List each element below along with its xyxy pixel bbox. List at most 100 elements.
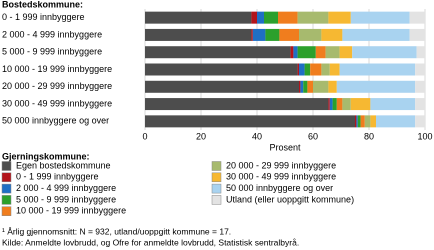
- legend-label: 30 000 - 49 999 innbyggere: [226, 172, 336, 182]
- bar-segment: [328, 98, 330, 111]
- bar-segment: [321, 63, 330, 76]
- legend-swatch: [211, 195, 222, 205]
- bar-segment: [342, 28, 410, 41]
- y-tick-label: 10 000 - 19 999 innbyggere: [2, 64, 112, 74]
- bar-segment: [350, 98, 371, 111]
- legend-label: 0 - 1 999 innbyggere: [16, 172, 99, 182]
- bar-segment: [265, 28, 280, 41]
- bar-segment: [145, 28, 252, 41]
- y-tick-label: 50 000 innbyggere og over: [2, 116, 109, 126]
- bar-segment: [299, 63, 305, 76]
- legend-swatch: [1, 195, 12, 205]
- bar-segment: [304, 63, 311, 76]
- bar-segment: [290, 46, 294, 59]
- legend-swatch: [1, 206, 12, 216]
- bar-segment: [352, 46, 417, 59]
- bar-segment: [145, 115, 355, 128]
- bar-segment: [251, 28, 253, 41]
- bar-segment: [357, 115, 361, 128]
- bar-segment: [409, 11, 425, 24]
- x-axis-label: Prosent: [269, 142, 301, 152]
- axis-title: Bostedskommune:: [2, 0, 83, 9]
- bar-segment: [342, 98, 351, 111]
- bar-segment: [415, 115, 425, 128]
- x-tick-label: 100: [417, 131, 432, 141]
- bar-segment: [356, 115, 358, 128]
- bar-segment: [145, 63, 298, 76]
- bar-segment: [325, 46, 340, 59]
- footnote: Kilde: Anmeldte lovbrudd, og Ofre for an…: [2, 237, 299, 247]
- bar-segment: [315, 46, 326, 59]
- footnote: ¹ Årlig gjennomsnitt: N = 932, utland/uo…: [2, 226, 231, 236]
- legend-swatch: [211, 161, 222, 171]
- x-tick-label: 0: [142, 131, 147, 141]
- bar-segment: [279, 28, 299, 41]
- legend-swatch: [1, 161, 12, 171]
- bar-segment: [257, 11, 264, 24]
- bar-segment: [297, 63, 299, 76]
- bar-segment: [336, 98, 343, 111]
- y-tick-label: 0 - 1 999 innbyggere: [2, 12, 85, 22]
- bar-segment: [278, 11, 298, 24]
- x-tick-label: 80: [364, 131, 374, 141]
- bar-segment: [329, 63, 340, 76]
- y-tick-label: 20 000 - 29 999 innbyggere: [2, 81, 112, 91]
- y-tick-label: 30 000 - 49 999 innbyggere: [2, 98, 112, 108]
- legend-label: 5 000 - 9 999 innbyggere: [16, 194, 116, 204]
- bar-segment: [297, 46, 316, 59]
- legend-title: Gjerningskommune:: [2, 151, 90, 161]
- bar-segment: [376, 115, 416, 128]
- bar-segment: [409, 28, 425, 41]
- bar-segment: [416, 46, 425, 59]
- bar-segment: [415, 98, 425, 111]
- bar-segment: [303, 80, 308, 93]
- bar-segment: [328, 11, 351, 24]
- legend-label: 20 000 - 29 999 innbyggere: [226, 160, 336, 170]
- bar-segment: [415, 63, 425, 76]
- bar-segment: [339, 46, 353, 59]
- bar-segment: [145, 98, 329, 111]
- bar-segment: [264, 11, 278, 24]
- bar-segment: [313, 80, 329, 93]
- legend-swatch: [1, 183, 12, 194]
- x-tick-label: 40: [252, 131, 262, 141]
- bar-segment: [310, 63, 322, 76]
- bar-segment: [360, 115, 365, 128]
- legend-label: 2 000 - 4 999 innbyggere: [16, 183, 116, 193]
- bar-segment: [350, 11, 410, 24]
- bar-segment: [329, 98, 333, 111]
- bar-segment: [145, 11, 252, 24]
- legend-label: Utland (eller uoppgitt kommune): [226, 194, 354, 204]
- bar-segment: [299, 80, 301, 93]
- bar-segment: [300, 80, 304, 93]
- legend-label: 50 000 innbyggere og over: [226, 183, 333, 193]
- bar-segment: [370, 98, 416, 111]
- bar-segment: [339, 63, 416, 76]
- bar-segment: [145, 80, 299, 93]
- legend-swatch: [211, 183, 222, 194]
- bar-segment: [364, 115, 371, 128]
- bar-segment: [299, 28, 322, 41]
- bar-segment: [307, 80, 313, 93]
- bar-segment: [145, 46, 291, 59]
- legend-label: Egen bostedskommune: [16, 160, 111, 170]
- bar-segment: [252, 28, 266, 41]
- bar-segment: [355, 115, 357, 128]
- x-tick-label: 60: [308, 131, 318, 141]
- bar-segment: [251, 11, 257, 24]
- legend-swatch: [211, 172, 222, 183]
- y-tick-label: 5 000 - 9 999 innbyggere: [2, 47, 102, 57]
- bar-segment: [336, 80, 416, 93]
- legend-label: 10 000 - 19 999 innbyggere: [16, 206, 126, 216]
- bar-segment: [370, 115, 376, 128]
- bar-segment: [332, 98, 337, 111]
- bar-segment: [297, 11, 329, 24]
- bar-segment: [321, 28, 343, 41]
- x-tick-label: 20: [196, 131, 206, 141]
- legend-swatch: [1, 172, 12, 183]
- bar-segment: [328, 80, 337, 93]
- bar-segment: [415, 80, 425, 93]
- y-tick-label: 2 000 - 4 999 innbyggere: [2, 29, 102, 39]
